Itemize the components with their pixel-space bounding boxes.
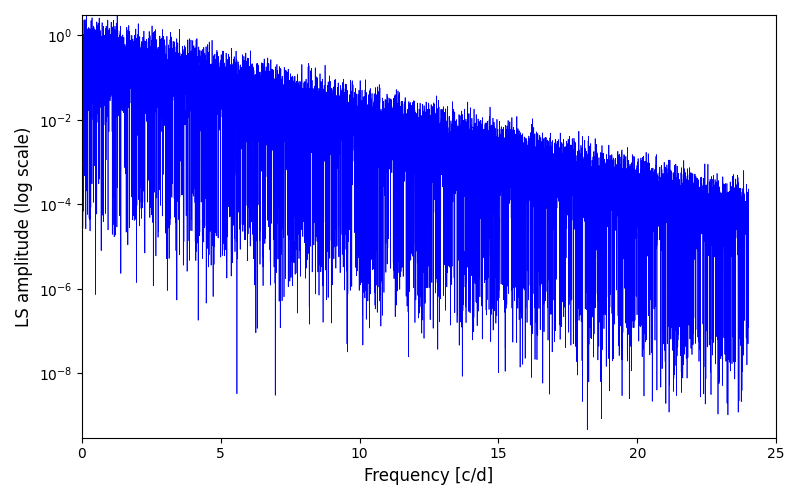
X-axis label: Frequency [c/d]: Frequency [c/d] xyxy=(364,467,494,485)
Y-axis label: LS amplitude (log scale): LS amplitude (log scale) xyxy=(15,126,33,326)
